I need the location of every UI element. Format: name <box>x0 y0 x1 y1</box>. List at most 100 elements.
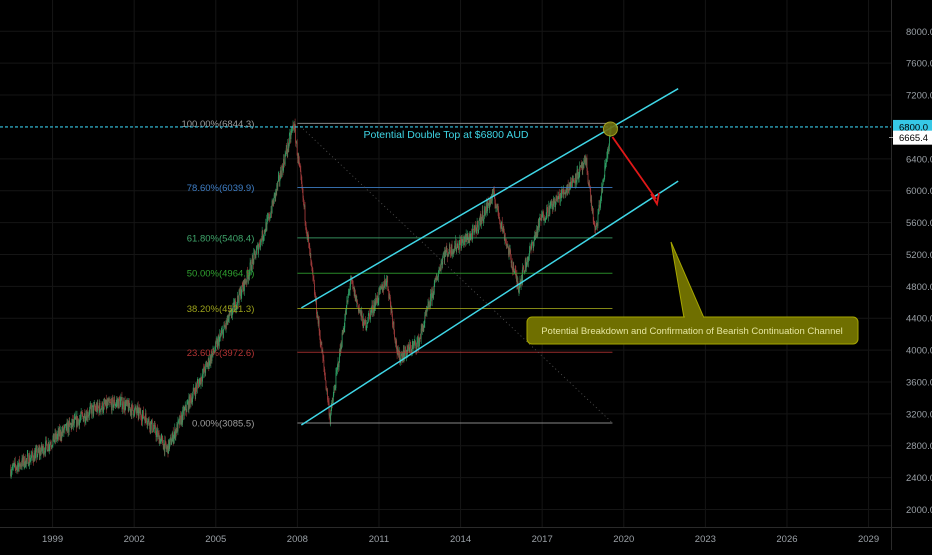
candle-body <box>394 330 395 338</box>
candle-body <box>97 402 99 407</box>
time-tick-label: 2014 <box>450 534 471 545</box>
candle-body <box>556 196 558 200</box>
candle-body <box>280 170 281 179</box>
candle-body <box>258 243 260 248</box>
candle-body <box>390 302 392 311</box>
candle-body <box>518 288 520 293</box>
candle-body <box>536 228 538 235</box>
candle-body <box>378 289 380 301</box>
candle-body <box>525 260 527 268</box>
candle-body <box>239 289 241 294</box>
candle-body <box>359 310 361 312</box>
candle-body <box>91 407 93 415</box>
candle-body <box>90 405 92 408</box>
candle-body <box>495 203 496 209</box>
candle-body <box>391 308 393 314</box>
candle-body <box>34 452 36 461</box>
candle-body <box>245 282 246 284</box>
candle-body <box>117 400 119 408</box>
candle-body <box>36 448 38 458</box>
candle-body <box>184 405 186 409</box>
trend-lines[interactable] <box>0 88 891 426</box>
candle-body <box>352 283 354 285</box>
candle-body <box>299 167 301 171</box>
candle-body <box>401 355 403 361</box>
candle-body <box>351 279 353 284</box>
candle-body <box>499 220 501 224</box>
candle-body <box>61 430 63 439</box>
candle-body <box>415 340 416 344</box>
fib-level-label: 61.80%(5408.4) <box>187 233 255 244</box>
candle-body <box>45 441 46 453</box>
candle-body <box>172 432 174 438</box>
annotations[interactable]: Potential Double Top at $6800 AUD Potent… <box>363 129 859 345</box>
candle-body <box>150 422 152 430</box>
candle-body <box>490 198 492 202</box>
candle-body <box>68 420 70 432</box>
candle-body <box>285 153 287 156</box>
candle-body <box>316 313 318 318</box>
candle-body <box>86 411 88 421</box>
candle-body <box>578 177 580 179</box>
candle-body <box>405 346 406 353</box>
candle-body <box>481 210 483 219</box>
candle-body <box>497 203 498 206</box>
candle-body <box>327 399 329 401</box>
candle-body <box>452 251 454 254</box>
candle-body <box>588 183 590 186</box>
candle-body <box>291 130 292 134</box>
candle-body <box>148 418 150 425</box>
candle-body <box>262 231 264 240</box>
candle-body <box>597 225 598 226</box>
candle-body <box>367 314 369 322</box>
candle-body <box>450 251 451 253</box>
candle-body <box>348 293 349 296</box>
candle-body <box>306 230 308 234</box>
candle-body <box>371 304 373 310</box>
candle-body <box>198 380 200 387</box>
candle-body <box>587 173 589 183</box>
candle-body <box>599 204 600 208</box>
candle-body <box>593 221 595 223</box>
candle-body <box>555 195 557 202</box>
candle-body <box>439 268 441 271</box>
candle-body <box>206 363 208 365</box>
candle-body <box>26 454 28 459</box>
candle-body <box>487 202 488 212</box>
candle-body <box>212 348 214 354</box>
candle-body <box>134 408 135 416</box>
candle-body <box>147 423 148 425</box>
candle-body <box>100 408 102 412</box>
candle-body <box>603 180 605 182</box>
candle-body <box>235 309 237 311</box>
candle-body <box>148 418 150 420</box>
candle-body <box>370 310 372 313</box>
candle-body <box>175 430 177 438</box>
candle-body <box>535 233 537 235</box>
candle-body <box>386 278 388 285</box>
candle-body <box>453 249 455 251</box>
candle-body <box>566 188 567 193</box>
candle-body <box>606 157 608 160</box>
double-top-label: Potential Double Top at $6800 AUD <box>363 129 528 141</box>
candle-body <box>592 208 594 211</box>
breakdown-callout[interactable]: Potential Breakdown and Confirmation of … <box>526 241 859 345</box>
candle-body <box>54 433 56 441</box>
candle-body <box>572 178 574 182</box>
channel-lower-line[interactable] <box>300 180 679 426</box>
double-top-marker[interactable] <box>602 121 618 137</box>
candle-body <box>535 233 537 236</box>
candle-body <box>179 419 180 425</box>
candle-body <box>273 200 275 204</box>
candle-body <box>247 274 249 280</box>
fibonacci-levels[interactable]: 100.00%(6844.3) 78.60%(6039.9) 61.80%(5408… <box>181 119 613 430</box>
candle-body <box>554 201 556 208</box>
candle-body <box>558 191 560 197</box>
candle-body <box>260 239 261 247</box>
candle-body <box>287 141 289 153</box>
candle-body <box>601 186 603 198</box>
candle-body <box>350 280 351 286</box>
